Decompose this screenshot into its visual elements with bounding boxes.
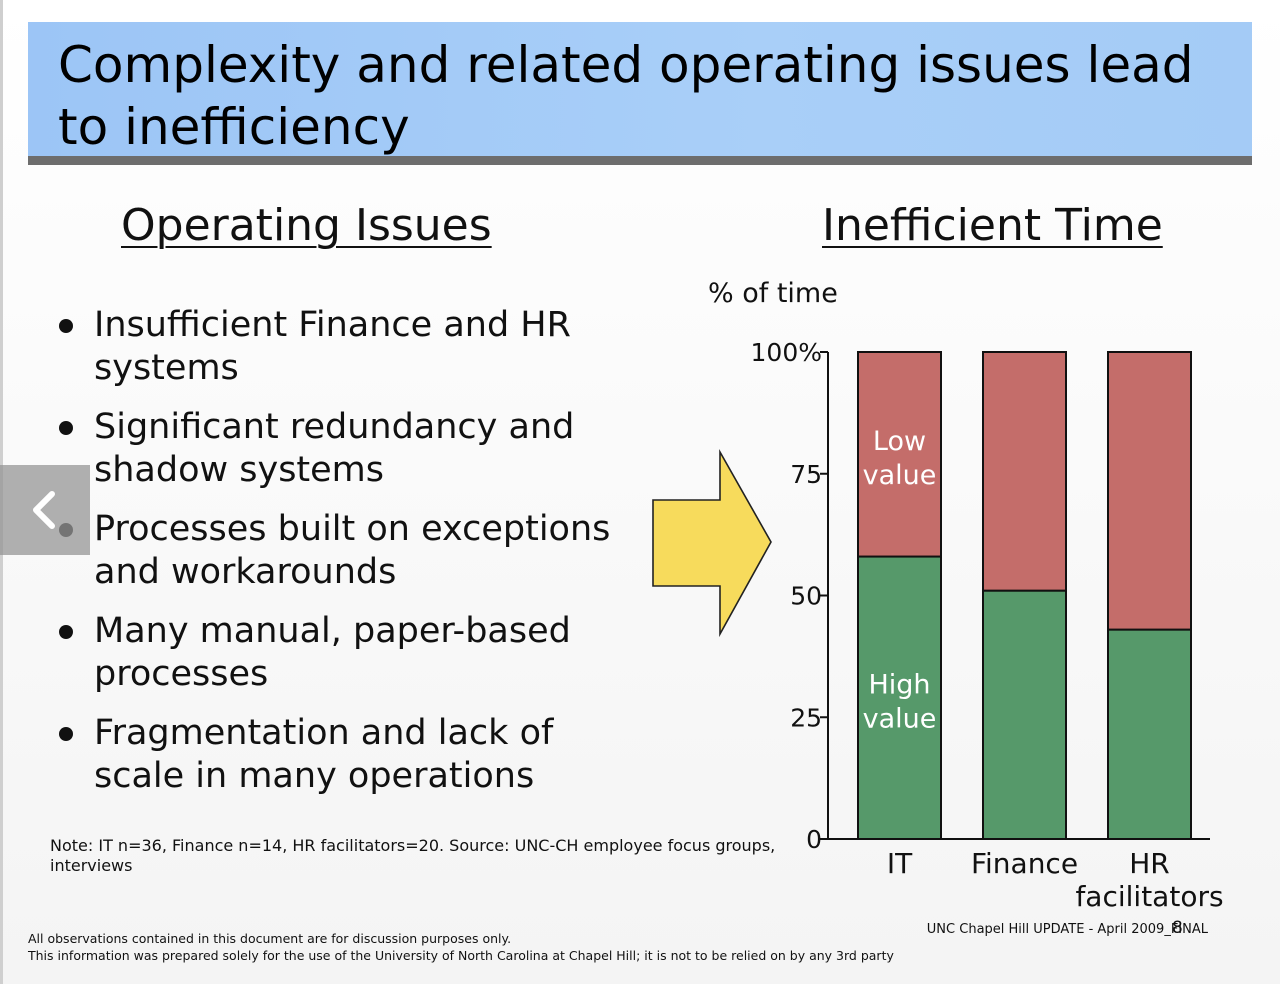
bullet-text-line2: processes bbox=[94, 654, 269, 694]
series-label: Low bbox=[873, 426, 926, 457]
inefficient-time-heading: Inefficient Time bbox=[822, 200, 1163, 251]
bar-segment-low-value bbox=[982, 351, 1067, 592]
bullet-dot-icon bbox=[59, 319, 73, 333]
y-tick-label: 50 bbox=[790, 582, 822, 611]
x-tick-label: IT bbox=[887, 847, 913, 880]
series-label: High bbox=[868, 669, 930, 700]
y-tick-label: 75 bbox=[790, 460, 822, 489]
bar-segment-low-value bbox=[857, 351, 942, 558]
disclaimer: All observations contained in this docum… bbox=[28, 930, 894, 964]
bar-segment-high-value bbox=[1107, 628, 1192, 840]
right-arrow-icon bbox=[652, 448, 772, 638]
bullet-text-line1: Many manual, paper-based bbox=[94, 611, 571, 651]
y-tick-label: 25 bbox=[790, 703, 822, 732]
chart-note: Note: IT n=36, Finance n=14, HR facilita… bbox=[50, 836, 776, 875]
bullet-dot-icon bbox=[59, 421, 73, 435]
bar-segment-low-value bbox=[1107, 351, 1192, 631]
disclaimer-line-1: All observations contained in this docum… bbox=[28, 931, 512, 946]
title-band: Complexity and related operating issues … bbox=[28, 22, 1252, 165]
page-number: 8 bbox=[1172, 918, 1183, 938]
y-axis-title: % of time bbox=[708, 278, 838, 309]
stacked-bar-chart: IT Finance HRfacilitatorsHighvalueLowvalue… bbox=[652, 338, 1224, 913]
x-tick-label: Finance bbox=[971, 847, 1078, 880]
footer-doc-label: UNC Chapel Hill UPDATE - April 2009_FINA… bbox=[926, 922, 1208, 937]
chevron-left-icon bbox=[33, 491, 55, 529]
bar-segment-high-value bbox=[982, 589, 1067, 840]
bullet-text-line1: Fragmentation and lack of bbox=[94, 713, 554, 753]
bar-segment-high-value bbox=[857, 555, 942, 840]
series-label: value bbox=[863, 460, 937, 491]
bullet-dot-icon bbox=[59, 727, 73, 741]
x-tick-label: facilitators bbox=[1075, 880, 1223, 913]
bullet-item: Processes built on exceptions and workaro… bbox=[50, 508, 650, 594]
operating-issues-heading: Operating Issues bbox=[121, 200, 492, 251]
y-tick-label: 0 bbox=[806, 825, 822, 854]
bullet-item: Insufficient Finance and HR systems bbox=[50, 304, 650, 390]
disclaimer-line-2: This information was prepared solely for… bbox=[28, 948, 894, 963]
bullet-text-line1: Significant redundancy and bbox=[94, 407, 575, 447]
bullet-item: Significant redundancy and shadow systems bbox=[50, 406, 650, 492]
y-tick-label: 100% bbox=[751, 338, 822, 367]
bullet-text-line2: shadow systems bbox=[94, 450, 385, 490]
previous-slide-button[interactable] bbox=[0, 465, 90, 555]
bullet-text-line2: systems bbox=[94, 348, 239, 388]
series-label: value bbox=[863, 703, 937, 734]
bullet-item: Many manual, paper-based processes bbox=[50, 610, 650, 696]
bullet-dot-icon bbox=[59, 625, 73, 639]
bullet-text-line1: Processes built on exceptions bbox=[94, 509, 611, 549]
bullet-text-line2: and workarounds bbox=[94, 552, 397, 592]
x-tick-label: HR bbox=[1129, 847, 1170, 880]
bullet-item: Fragmentation and lack of scale in many o… bbox=[50, 712, 650, 798]
bullet-text-line1: Insufficient Finance and HR bbox=[94, 305, 571, 345]
bullet-text-line2: scale in many operations bbox=[94, 756, 535, 796]
operating-issues-list: Insufficient Finance and HR systems Signi… bbox=[50, 304, 650, 814]
slide-title: Complexity and related operating issues … bbox=[58, 36, 1194, 156]
